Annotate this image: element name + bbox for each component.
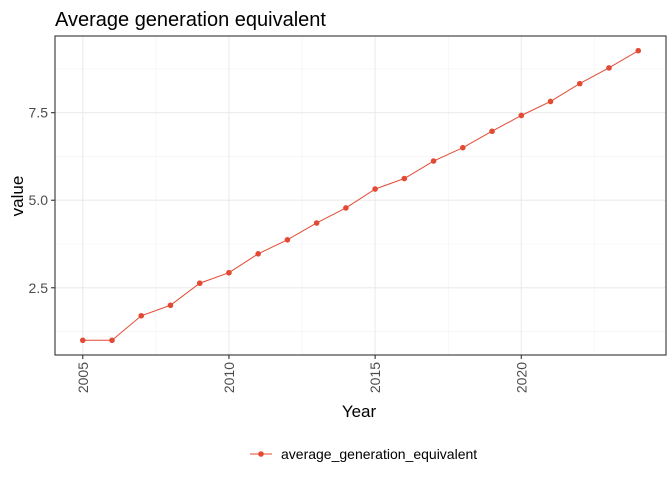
- y-tick-label: 7.5: [29, 105, 49, 121]
- data-point: [343, 205, 349, 211]
- x-tick-label: 2020: [513, 362, 529, 393]
- data-point: [372, 186, 378, 192]
- x-tick-label: 2005: [75, 362, 91, 393]
- plot-panel: [54, 35, 667, 356]
- x-tick-label: 2015: [367, 362, 383, 393]
- data-point: [109, 337, 115, 344]
- y-axis: 2.5 5.0 7.5: [29, 105, 55, 296]
- data-point: [255, 251, 261, 257]
- data-point: [313, 220, 320, 226]
- x-tick-label: 2010: [221, 362, 237, 393]
- x-axis-title: Year: [342, 402, 377, 421]
- series-layer: [79, 47, 642, 344]
- series-line: [82, 50, 639, 341]
- y-tick-label: 5.0: [29, 192, 49, 208]
- data-point: [196, 280, 203, 287]
- legend-label: average_generation_equivalent: [281, 446, 477, 462]
- data-point: [138, 312, 145, 319]
- data-point: [460, 144, 466, 151]
- plot-background: [55, 36, 666, 355]
- data-point: [489, 128, 495, 135]
- data-point: [547, 98, 554, 105]
- legend-key-point: [258, 451, 264, 457]
- data-point: [518, 112, 525, 119]
- data-point: [226, 269, 232, 276]
- y-axis-title: value: [8, 176, 27, 217]
- y-tick-label: 2.5: [29, 280, 49, 296]
- data-point: [430, 158, 437, 164]
- data-point: [167, 302, 174, 309]
- data-point: [576, 80, 583, 87]
- chart-title: Average generation equivalent: [55, 9, 326, 31]
- data-point: [401, 175, 408, 182]
- x-axis: 2005 2010 2015 2020: [75, 355, 529, 393]
- grid-lines: [55, 36, 666, 355]
- legend: average_generation_equivalent: [250, 446, 477, 462]
- data-point: [284, 236, 291, 243]
- plot-border: [54, 35, 667, 356]
- data-point: [606, 65, 612, 71]
- data-point: [79, 337, 86, 344]
- data-point: [635, 47, 642, 54]
